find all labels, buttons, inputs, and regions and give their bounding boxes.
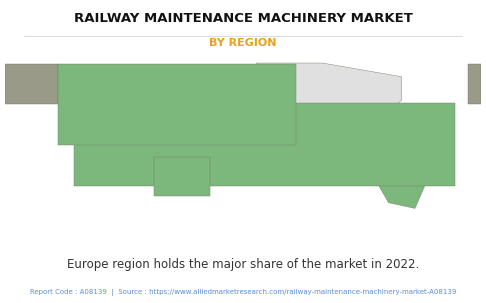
- Text: RAILWAY MAINTENANCE MACHINERY MARKET: RAILWAY MAINTENANCE MACHINERY MARKET: [73, 12, 413, 25]
- Text: Europe region holds the major share of the market in 2022.: Europe region holds the major share of t…: [67, 258, 419, 271]
- Polygon shape: [468, 64, 481, 104]
- Polygon shape: [58, 64, 296, 145]
- Polygon shape: [256, 63, 402, 134]
- Polygon shape: [155, 157, 210, 196]
- Text: BY REGION: BY REGION: [209, 38, 277, 48]
- Polygon shape: [5, 64, 58, 104]
- Polygon shape: [369, 132, 435, 208]
- Polygon shape: [74, 103, 455, 185]
- Text: Report Code : A08139  |  Source : https://www.alliedmarketresearch.com/railway-m: Report Code : A08139 | Source : https://…: [30, 289, 456, 296]
